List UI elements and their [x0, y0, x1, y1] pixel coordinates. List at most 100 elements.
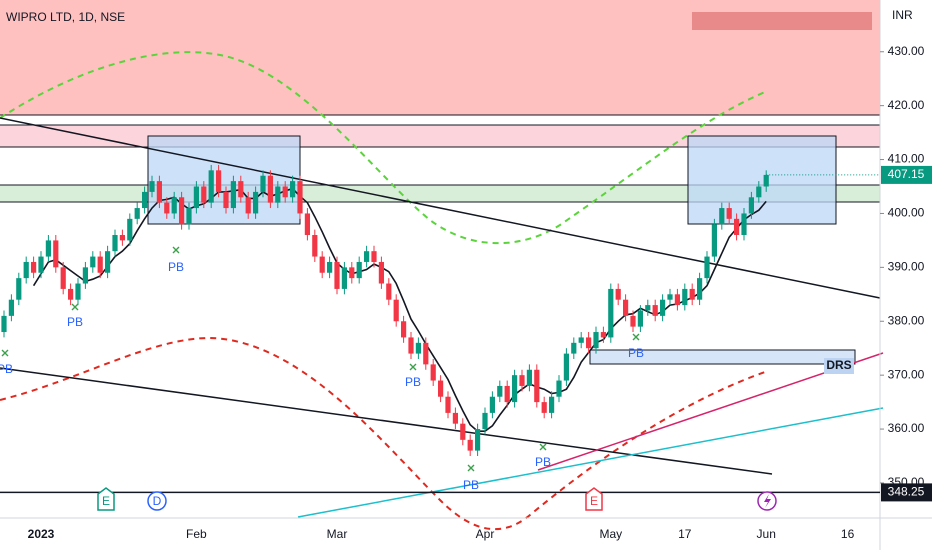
- candle-body: [364, 251, 370, 262]
- candle-body: [393, 299, 399, 322]
- trend-line: [0, 367, 773, 475]
- candle-body: [319, 256, 325, 273]
- candle-body: [408, 337, 414, 354]
- candle-body: [334, 261, 340, 289]
- candle-body: [349, 267, 355, 279]
- pivot-marker: [1, 349, 9, 357]
- candle-body: [149, 181, 155, 192]
- candle-body: [667, 294, 673, 300]
- candle-body: [534, 369, 540, 403]
- candle-body: [90, 256, 96, 268]
- candle-body: [660, 299, 666, 316]
- x-tick-label: Mar: [327, 527, 348, 541]
- x-tick-label: Jun: [757, 527, 776, 541]
- candle-body: [171, 197, 177, 214]
- candle-body: [430, 364, 436, 381]
- candle-body: [134, 208, 140, 219]
- candle-body: [60, 267, 66, 289]
- candle-body: [82, 267, 88, 284]
- candle-body: [489, 396, 495, 413]
- candle-body: [127, 218, 133, 241]
- candle-body: [571, 342, 577, 354]
- candle-body: [186, 208, 192, 225]
- y-tick-label: 410.00: [888, 152, 925, 166]
- y-tick-label: 370.00: [888, 367, 925, 381]
- candle-body: [608, 288, 614, 338]
- candle-body: [290, 181, 296, 198]
- indicator-tag: [692, 12, 872, 30]
- candle-body: [297, 181, 303, 214]
- candle-body: [112, 235, 118, 252]
- candle-body: [482, 412, 488, 430]
- candle-body: [223, 191, 229, 209]
- candle-body: [497, 385, 503, 397]
- candle-body: [386, 283, 392, 300]
- candle-body: [105, 251, 111, 273]
- candle-body: [282, 186, 288, 198]
- candle-body: [563, 353, 569, 381]
- candle-body: [526, 369, 532, 386]
- candle-body: [245, 197, 251, 214]
- candle-body: [630, 315, 636, 327]
- pivot-label: PB: [463, 478, 479, 492]
- pivot-label: PB: [405, 375, 421, 389]
- pivot-label: PB: [628, 346, 644, 360]
- candle-body: [142, 191, 148, 209]
- chart-title: WIPRO LTD, 1D, NSE: [6, 10, 125, 24]
- event-label: D: [153, 494, 162, 508]
- candle-body: [637, 310, 643, 327]
- pivot-label: PB: [168, 260, 184, 274]
- candle-body: [275, 186, 281, 203]
- candle-body: [45, 240, 51, 257]
- candle-body: [31, 261, 37, 273]
- candle-body: [341, 267, 347, 289]
- candle-body: [645, 305, 651, 311]
- candle-body: [467, 439, 473, 451]
- candle-body: [75, 283, 81, 300]
- pivot-label: PB: [0, 362, 13, 376]
- event-label: E: [102, 494, 110, 508]
- candle-body: [600, 332, 606, 338]
- candle-body: [586, 337, 592, 349]
- level-label: 348.25: [888, 485, 925, 499]
- candle-body: [201, 186, 207, 203]
- candle-body: [726, 208, 732, 219]
- candle-body: [460, 423, 466, 440]
- candle-body: [541, 402, 547, 413]
- event-icon: [97, 487, 115, 511]
- candle-body: [423, 342, 429, 365]
- x-tick-label: May: [599, 527, 622, 541]
- candle-body: [16, 278, 22, 300]
- candle-body: [401, 321, 407, 338]
- candle-body: [741, 213, 747, 236]
- candle-body: [593, 332, 599, 349]
- candle-body: [1, 315, 7, 333]
- candle-body: [615, 288, 621, 300]
- candle-body: [53, 240, 59, 268]
- candle-body: [704, 256, 710, 279]
- drs-tag: [824, 358, 854, 374]
- candle-body: [208, 170, 214, 203]
- currency: INR: [892, 8, 913, 22]
- x-tick-label: Apr: [476, 527, 495, 541]
- candle-body: [327, 261, 333, 273]
- pivot-marker: [467, 464, 475, 472]
- x-tick-label: 16: [841, 527, 855, 541]
- pivot-label: PB: [67, 315, 83, 329]
- candle-body: [253, 191, 259, 214]
- candle-body: [164, 202, 170, 214]
- candle-body: [519, 375, 525, 386]
- candle-body: [312, 235, 318, 257]
- candle-body: [304, 213, 310, 236]
- y-tick-label: 400.00: [888, 206, 925, 220]
- drs-zone: [589, 349, 856, 365]
- range-box: [147, 135, 301, 225]
- candle-body: [512, 375, 518, 403]
- candle-body: [711, 224, 717, 257]
- candle-body: [356, 261, 362, 279]
- candle-body: [97, 256, 103, 273]
- pivot-label: PB: [535, 455, 551, 469]
- pivot-marker: [632, 333, 640, 341]
- candle-body: [578, 337, 584, 343]
